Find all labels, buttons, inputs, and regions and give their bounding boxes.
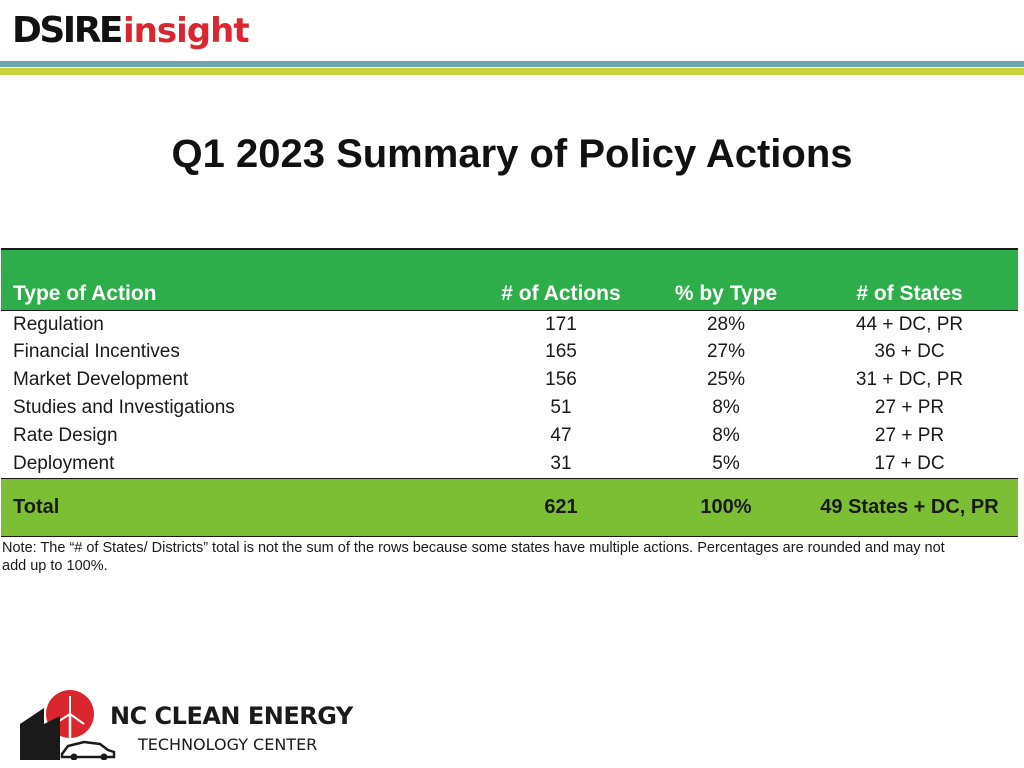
cell-action-type: Deployment — [13, 452, 115, 474]
total-percent: 100% — [700, 495, 752, 518]
cell-action-type: Financial Incentives — [13, 341, 180, 362]
cell-action-type: Studies and Investigations — [13, 397, 235, 418]
cell-action-percent: 25% — [706, 369, 746, 390]
cell-state-count: 27 + PR — [874, 397, 945, 418]
nc-clean-energy-logo: NC CLEAN ENERGY TECHNOLOGY CENTER — [18, 688, 358, 760]
page-title: Q1 2023 Summary of Policy Actions — [171, 132, 853, 176]
table-row: Studies and Investigations 51 8% 27 + PR — [1, 394, 1018, 422]
cell-action-percent: 28% — [706, 314, 746, 336]
cell-action-type: Regulation — [13, 314, 104, 336]
table-total-row: Total 621 100% 49 States + DC, PR — [1, 478, 1018, 536]
cell-state-count: 36 + DC — [874, 341, 945, 362]
nc-clean-energy-mark — [20, 690, 116, 760]
column-header-number-of-states: # of States — [856, 281, 963, 305]
total-action-count: 621 — [544, 495, 578, 518]
column-header-percent-by-type: % by Type — [674, 281, 778, 305]
policy-actions-table: Type of Action # of Actions % by Type # … — [1, 248, 1018, 537]
car-icon — [60, 740, 116, 760]
cell-state-count: 27 + PR — [874, 425, 945, 446]
table-row: Financial Incentives 165 27% 36 + DC — [1, 338, 1018, 366]
cell-state-count: 17 + DC — [874, 452, 945, 474]
header-rule-teal — [0, 61, 1024, 67]
cell-action-count: 51 — [550, 397, 572, 418]
cell-action-percent: 8% — [712, 425, 740, 446]
cell-state-count: 31 + DC, PR — [855, 369, 964, 390]
cell-action-percent: 8% — [712, 397, 740, 418]
logo-dsire-text: DSIRE — [12, 10, 124, 51]
building-icon — [20, 708, 60, 760]
footer-org-subtitle: TECHNOLOGY CENTER — [138, 735, 318, 754]
dsire-insight-logo: DSIRE insight — [12, 10, 250, 58]
column-header-number-of-actions: # of Actions — [501, 281, 621, 305]
cell-action-count: 165 — [545, 341, 577, 362]
table-footnote: Note: The “# of States/ Districts” total… — [2, 540, 945, 574]
logo-insight-text: insight — [123, 11, 250, 51]
total-state-count: 49 States + DC, PR — [820, 495, 999, 518]
policy-actions-table-container: Type of Action # of Actions % by Type # … — [1, 248, 1018, 537]
header-rule-lime — [0, 68, 1024, 75]
column-header-type-of-action: Type of Action — [13, 281, 157, 305]
table-row: Market Development 156 25% 31 + DC, PR — [1, 366, 1018, 394]
table-row: Deployment 31 5% 17 + DC — [1, 450, 1018, 478]
cell-action-type: Market Development — [13, 369, 189, 390]
total-label: Total — [13, 495, 60, 518]
cell-action-count: 47 — [550, 425, 572, 446]
cell-action-percent: 27% — [706, 341, 746, 362]
footer-org-name: NC CLEAN ENERGY — [110, 702, 353, 730]
cell-action-count: 171 — [545, 314, 577, 336]
cell-state-count: 44 + DC, PR — [855, 314, 964, 336]
table-row: Rate Design 47 8% 27 + PR — [1, 422, 1018, 450]
cell-action-type: Rate Design — [13, 425, 118, 446]
table-row: Regulation 171 28% 44 + DC, PR — [1, 310, 1018, 338]
cell-action-count: 31 — [550, 452, 572, 474]
table-header-row: Type of Action # of Actions % by Type # … — [1, 249, 1018, 310]
cell-action-percent: 5% — [712, 452, 740, 474]
cell-action-count: 156 — [545, 369, 577, 390]
